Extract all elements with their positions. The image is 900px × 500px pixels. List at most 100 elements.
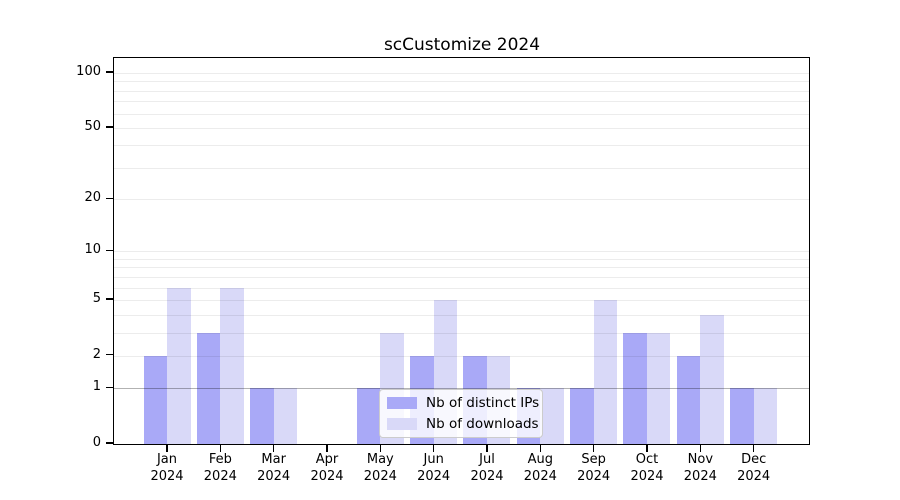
y-tick-5 (106, 298, 113, 300)
legend-label-distinct-ips: Nb of distinct IPs (426, 395, 540, 411)
x-label-year: 2024 (577, 468, 611, 484)
gridline-6 (114, 287, 809, 289)
x-tick-label-nov: Nov 2024 (670, 452, 730, 485)
x-tick-label-jun: Jun 2024 (404, 452, 464, 485)
x-tick-may (379, 445, 381, 452)
chart-title: scCustomize 2024 (383, 35, 541, 55)
x-label-year: 2024 (203, 468, 237, 484)
x-tick-label-aug: Aug 2024 (510, 452, 570, 485)
y-tick-0 (106, 442, 113, 444)
legend-label-downloads: Nb of downloads (426, 416, 539, 432)
y-tick-label-50: 50 (84, 118, 101, 134)
gridline-80 (114, 90, 809, 92)
gridline-100 (114, 73, 809, 74)
gridline-3 (114, 332, 809, 334)
x-label-month: Apr (315, 452, 339, 467)
x-label-year: 2024 (470, 468, 504, 484)
x-label-month: Jan (156, 452, 178, 467)
y-tick-label-1: 1 (92, 379, 101, 395)
bar-downloads-oct (646, 332, 671, 444)
x-tick-dec (753, 445, 755, 452)
legend-item-distinct-ips: Nb of distinct IPs (387, 395, 540, 411)
x-tick-label-sep: Sep 2024 (564, 452, 624, 485)
gridline-20 (114, 199, 809, 201)
x-tick-sep (593, 445, 595, 452)
x-label-year: 2024 (417, 468, 451, 484)
bar-ips-feb (196, 332, 221, 444)
x-tick-jul (486, 445, 488, 452)
bar-ips-dec (730, 388, 754, 444)
bar-downloads-sep (593, 299, 618, 444)
x-tick-oct (646, 445, 648, 452)
x-label-month: May (366, 452, 394, 467)
x-tick-jan (166, 445, 168, 452)
bar-downloads-feb (220, 287, 244, 444)
x-label-month: Sep (581, 452, 606, 467)
x-tick-label-jan: Jan 2024 (137, 452, 197, 485)
y-tick-label-100: 100 (76, 64, 101, 79)
x-label-year: 2024 (310, 468, 344, 484)
x-label-year: 2024 (150, 468, 184, 484)
y-tick-label-2: 2 (92, 346, 101, 362)
x-label-month: Jul (479, 452, 495, 467)
x-label-month: Dec (741, 452, 767, 467)
y-tick-2 (106, 354, 113, 356)
gridline-70 (114, 101, 809, 103)
x-label-year: 2024 (630, 468, 664, 484)
bar-ips-nov (676, 355, 701, 444)
x-tick-label-apr: Apr 2024 (297, 452, 357, 485)
x-tick-label-mar: Mar 2024 (244, 452, 304, 485)
legend-swatch-distinct-ips (387, 397, 417, 409)
x-tick-aug (539, 445, 541, 452)
y-tick-1 (106, 386, 113, 388)
gridline-1 (114, 388, 809, 390)
plot-area: Nb of distinct IPs Nb of downloads (113, 57, 810, 445)
bar-ips-mar (250, 388, 274, 444)
y-tick-10 (106, 249, 113, 251)
x-tick-label-may: May 2024 (350, 452, 410, 485)
x-tick-label-feb: Feb 2024 (190, 452, 250, 485)
bar-ips-may (356, 388, 381, 444)
bar-downloads-mar (273, 388, 298, 444)
bar-downloads-jan (167, 287, 191, 444)
bar-ips-oct (623, 332, 647, 444)
gridline-8 (114, 267, 809, 269)
x-label-month: Mar (261, 452, 286, 467)
x-tick-label-dec: Dec 2024 (724, 452, 784, 485)
x-label-year: 2024 (683, 468, 717, 484)
y-tick-label-0: 0 (92, 435, 101, 450)
gridline-90 (114, 81, 809, 83)
x-label-year: 2024 (737, 468, 771, 484)
bar-downloads-dec (753, 388, 778, 444)
x-tick-feb (219, 445, 221, 452)
gridline-10 (114, 251, 809, 253)
x-label-month: Nov (687, 452, 714, 467)
legend-swatch-downloads (387, 418, 417, 430)
gridline-40 (114, 145, 809, 147)
gridline-9 (114, 258, 809, 260)
gridline-2 (114, 355, 809, 357)
y-tick-50 (106, 126, 113, 128)
x-tick-label-jul: Jul 2024 (457, 452, 517, 485)
x-label-year: 2024 (363, 468, 397, 484)
bar-downloads-aug (540, 388, 564, 444)
x-label-year: 2024 (523, 468, 557, 484)
bar-ips-jan (143, 355, 167, 444)
y-tick-label-5: 5 (92, 290, 101, 306)
y-tick-100 (106, 71, 113, 73)
x-label-month: Oct (635, 452, 659, 467)
legend-item-downloads: Nb of downloads (387, 416, 539, 432)
bar-downloads-nov (700, 314, 724, 444)
x-tick-label-oct: Oct 2024 (617, 452, 677, 485)
y-tick-label-10: 10 (84, 242, 101, 258)
gridline-30 (114, 167, 809, 169)
x-tick-nov (699, 445, 701, 452)
y-tick-20 (106, 197, 113, 199)
x-label-month: Aug (527, 452, 554, 467)
gridline-60 (114, 113, 809, 115)
gridline-5 (114, 299, 809, 301)
x-label-month: Jun (423, 452, 444, 467)
gridline-4 (114, 314, 809, 316)
gridline-7 (114, 276, 809, 278)
